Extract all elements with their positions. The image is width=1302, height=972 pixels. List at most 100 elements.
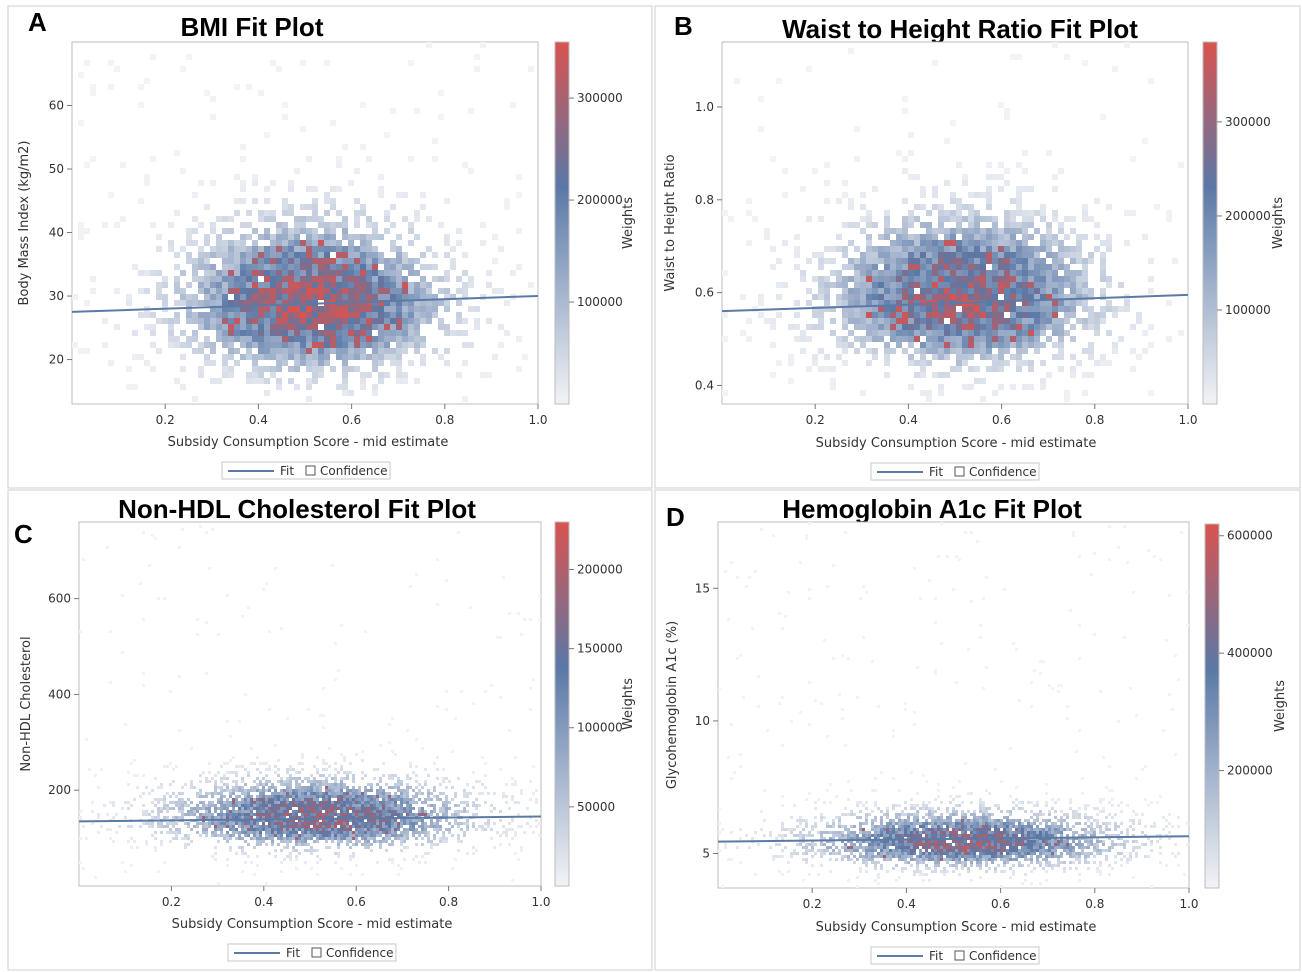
heatmap-cell [217,822,220,825]
heatmap-cell [138,288,144,294]
heatmap-cell [1010,258,1016,264]
heatmap-cell [956,288,962,294]
heatmap-cell [192,216,198,222]
heatmap-cell [1048,684,1051,687]
heatmap-cell [205,816,208,819]
heatmap-cell [1088,342,1094,348]
heatmap-cell [79,816,82,819]
heatmap-cell [872,330,878,336]
heatmap-cell [370,789,373,792]
heatmap-cell [364,831,367,834]
heatmap-cell [397,795,400,798]
heatmap-cell [310,798,313,801]
heatmap-cell [920,240,926,246]
heatmap-cell [1130,324,1136,330]
heatmap-cell [980,276,986,282]
heatmap-cell [848,300,854,306]
heatmap-cell [228,318,234,324]
heatmap-cell [184,813,187,816]
heatmap-cell [956,294,962,300]
heatmap-cell [283,837,286,840]
heatmap-cell [352,795,355,798]
heatmap-cell [210,288,216,294]
heatmap-cell [884,228,890,234]
heatmap-cell [288,348,294,354]
heatmap-cell [469,606,472,609]
heatmap-cell [331,813,334,816]
heatmap-cell [178,675,181,678]
heatmap-cell [913,723,916,726]
heatmap-cell [1010,198,1016,204]
heatmap-cell [836,198,842,204]
heatmap-cell [240,306,246,312]
heatmap-cell [490,804,493,807]
heatmap-cell [836,300,842,306]
heatmap-cell [181,798,184,801]
heatmap-cell [373,801,376,804]
heatmap-cell [397,813,400,816]
heatmap-cell [324,198,330,204]
heatmap-cell [202,828,205,831]
heatmap-cell [180,168,186,174]
heatmap-cell [289,834,292,837]
heatmap-cell [184,804,187,807]
heatmap-cell [1100,354,1106,360]
heatmap-cell [175,816,178,819]
heatmap-cell [276,228,282,234]
heatmap-cell [439,819,442,822]
heatmap-cell [1052,324,1058,330]
heatmap-cell [378,186,384,192]
heatmap-cell [1022,324,1028,330]
heatmap-cell [384,372,390,378]
heatmap-cell [920,318,926,324]
heatmap-cell [1052,234,1058,240]
heatmap-cell [468,306,474,312]
heatmap-cell [454,858,457,861]
heatmap-cell [472,771,475,774]
heatmap-cell [994,768,997,771]
heatmap-cell [192,270,198,276]
heatmap-cell [384,348,390,354]
heatmap-cell [379,819,382,822]
heatmap-cell [379,825,382,828]
heatmap-cell [240,336,246,342]
heatmap-cell [382,774,385,777]
heatmap-cell [842,276,848,282]
heatmap-cell [258,258,264,264]
heatmap-cell [523,618,526,621]
heatmap-cell [409,762,412,765]
heatmap-cell [364,774,367,777]
heatmap-cell [992,342,998,348]
heatmap-cell [980,246,986,252]
heatmap-cell [1168,693,1171,696]
heatmap-cell [192,264,198,270]
heatmap-cell [210,180,216,186]
heatmap-cell [1034,318,1040,324]
heatmap-cell [394,801,397,804]
x-tick-label: 0.2 [156,413,175,427]
heatmap-cell [300,264,306,270]
heatmap-cell [298,852,301,855]
heatmap-cell [1058,354,1064,360]
heatmap-cell [860,318,866,324]
heatmap-cell [246,258,252,264]
heatmap-cell [184,846,187,849]
heatmap-cell [950,318,956,324]
heatmap-cell [718,807,721,810]
heatmap-cell [920,258,926,264]
heatmap-cell [1165,639,1168,642]
heatmap-cell [367,846,370,849]
heatmap-cell [860,288,866,294]
heatmap-cell [902,306,908,312]
heatmap-cell [986,216,992,222]
heatmap-cell [932,276,938,282]
heatmap-cell [1018,699,1021,702]
heatmap-cell [252,252,258,258]
heatmap-cell [210,282,216,288]
heatmap-cell [349,798,352,801]
heatmap-cell [956,330,962,336]
heatmap-cell [388,798,391,801]
heatmap-cell [235,852,238,855]
heatmap-cell [337,834,340,837]
heatmap-cell [247,822,250,825]
